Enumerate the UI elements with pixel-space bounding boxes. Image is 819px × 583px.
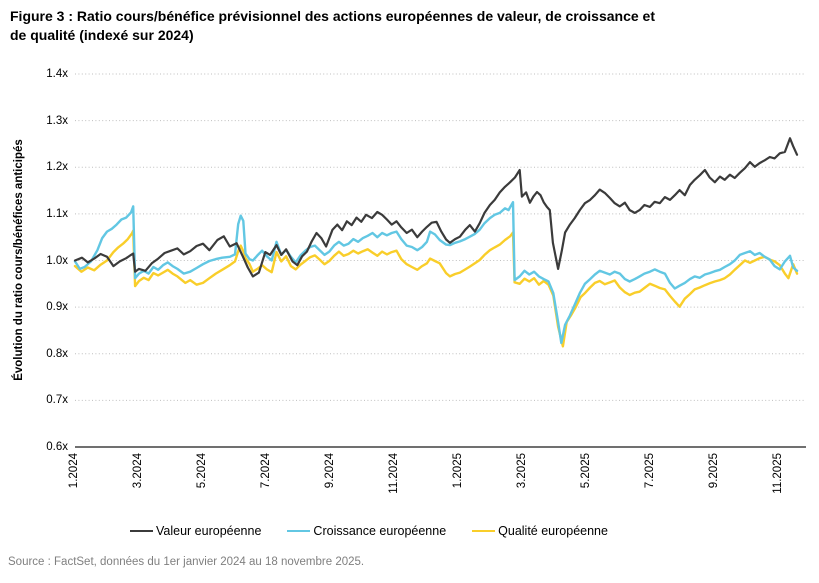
source-note: Source : FactSet, données du 1er janvier… <box>8 556 365 568</box>
y-tick-label: 1.2x <box>46 161 68 174</box>
y-tick-label: 0.8x <box>46 347 68 360</box>
y-tick-label: 0.9x <box>46 301 68 314</box>
legend-label: Croissance européenne <box>313 524 447 538</box>
x-tick-label: 3.2025 <box>515 453 528 489</box>
x-tick-label: 9.2025 <box>707 453 720 489</box>
x-tick-label: 3.2024 <box>131 453 144 489</box>
series-line-valeur-europ-enne <box>73 137 799 278</box>
legend-item-croissance-europ-enne: Croissance européenne <box>287 524 446 538</box>
y-tick-label: 0.7x <box>46 394 68 407</box>
y-tick-label: 1.3x <box>46 114 68 127</box>
series-line-qualit-europ-enne <box>73 229 799 348</box>
x-tick-label: 7.2024 <box>259 453 272 489</box>
y-tick-label: 1.1x <box>46 207 68 220</box>
legend-label: Valeur européenne <box>156 524 262 538</box>
x-tick-label: 9.2024 <box>323 453 336 489</box>
chart-title-line2: de qualité (indexé sur 2024) <box>10 27 194 43</box>
legend-line-swatch <box>287 530 311 532</box>
y-tick-label: 0.6x <box>46 441 68 453</box>
x-tick-label: 5.2024 <box>195 453 208 489</box>
y-tick-label: 1.0x <box>46 254 68 267</box>
x-tick-label: 5.2025 <box>579 453 592 489</box>
x-tick-label: 11.2024 <box>387 453 400 494</box>
legend-line-swatch <box>130 530 153 532</box>
series-line-croissance-europ-enne <box>73 200 799 345</box>
legend: Valeur européenne Croissance européenne Qu… <box>130 524 608 538</box>
legend-item-qualit-europ-enne: Qualité européenne <box>472 524 608 538</box>
legend-label: Qualité européenne <box>498 524 608 538</box>
legend-item-valeur-europ-enne: Valeur européenne <box>130 524 261 538</box>
x-tick-label: 1.2024 <box>68 453 80 489</box>
chart-title-line1: Figure 3 : Ratio cours/bénéfice prévisio… <box>10 8 655 24</box>
x-tick-label: 7.2025 <box>643 453 656 489</box>
x-tick-label: 11.2025 <box>771 453 784 494</box>
x-tick-label: 1.2025 <box>451 453 464 489</box>
y-tick-label: 1.4x <box>46 68 68 80</box>
legend-line-swatch <box>472 530 496 532</box>
